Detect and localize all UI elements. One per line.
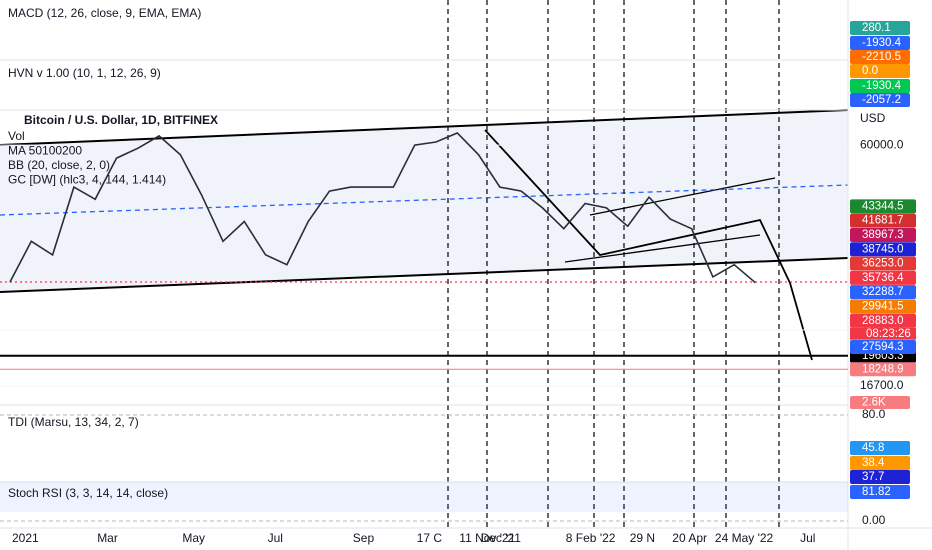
drawings [0, 0, 849, 528]
price-badge-label: 35736.4 [862, 272, 904, 284]
price-badge [850, 299, 916, 314]
x-tick-label: Mar [97, 531, 118, 545]
panel-badge-label: -1930.4 [862, 80, 902, 92]
x-tick-label: Jul [800, 531, 815, 545]
vertical-markers [447, 0, 780, 528]
panel-badge-label: 81.82 [862, 486, 891, 498]
panel-badge [850, 50, 910, 64]
price-badge [850, 313, 916, 328]
panel-badge-label: 0.0 [862, 65, 878, 77]
price-badge-label: 28883.0 [862, 315, 904, 327]
panel-badge [850, 441, 910, 455]
panel-tick-label: 0.00 [862, 513, 886, 527]
legend-line: MA 50100200 [8, 144, 82, 158]
panel-badge-label: -2210.5 [862, 51, 901, 63]
x-tick-label: Dec '21 [481, 531, 522, 545]
price-badge-label: 27594.3 [862, 341, 904, 353]
panel-badge-label: 280.1 [862, 22, 891, 34]
panel-badge-label: -1930.4 [862, 37, 902, 49]
projection-arrow [484, 129, 813, 361]
countdown-bg [850, 327, 916, 340]
x-tick-label: 8 Feb '22 [566, 531, 616, 545]
dashed-level [0, 184, 849, 216]
volume-badge [850, 396, 910, 409]
panel-title: Stoch RSI (3, 3, 14, 14, close) [8, 486, 168, 500]
panel-tick-label: 80.0 [862, 407, 886, 421]
panel-title: MACD (12, 26, close, 9, EMA, EMA) [8, 6, 201, 20]
x-tick-label: May [182, 531, 205, 545]
y-tick-label: 16700.0 [860, 378, 904, 392]
panel-badge-label: 45.8 [862, 442, 884, 454]
wedge-top [589, 177, 776, 216]
channel-top [0, 109, 849, 146]
panel-badge-label: 37.7 [862, 471, 884, 483]
level-badge-label: 18248.9 [862, 363, 904, 375]
wedge-bottom [564, 234, 761, 263]
countdown: 08:23:26 [866, 328, 911, 340]
panel-badge-label: 38.4 [862, 457, 885, 469]
price-badge [850, 242, 916, 257]
panel-badge [850, 21, 910, 35]
price-line [9, 132, 757, 284]
panel-badge [850, 36, 910, 50]
currency: USD [860, 111, 886, 125]
volume-badge-label: 2.6K [862, 397, 886, 409]
x-tick-label: Jul [268, 531, 283, 545]
panel-badge [850, 456, 910, 470]
price-badge [850, 199, 916, 214]
price-badge [850, 285, 916, 300]
price-badge [850, 340, 916, 355]
y-tick-label: 60000.0 [860, 137, 904, 151]
price-badge-label: 36253.0 [862, 258, 904, 270]
x-tick-label: 29 N [630, 531, 655, 545]
panel-badge [850, 470, 910, 484]
panel-badge [850, 93, 910, 107]
stoch-band [0, 482, 848, 512]
price-badge-label: 41681.7 [862, 215, 904, 227]
panel-title: TDI (Marsu, 13, 34, 2, 7) [8, 415, 139, 429]
price-badge [850, 256, 916, 271]
legend-line: BB (20, close, 2, 0) [8, 158, 110, 172]
x-tick-label: Sep [353, 531, 375, 545]
panel-badge [850, 64, 910, 78]
price-badge-label: 38967.3 [862, 229, 904, 241]
price-badge-label: 32288.7 [862, 286, 904, 298]
legend-line: GC [DW] (hlc3, 4, 144, 1.414) [8, 173, 166, 187]
x-tick-label: 20 Apr [672, 531, 707, 545]
chart-title: Bitcoin / U.S. Dollar, 1D, BITFINEX [24, 113, 218, 127]
price-badge [850, 213, 916, 228]
panel-badge [850, 485, 910, 499]
panel-badge-label: -2057.2 [862, 94, 901, 106]
price-badge [850, 227, 916, 242]
price-badge-label: 29941.5 [862, 300, 904, 312]
price-badge-label: 43344.5 [862, 200, 904, 212]
x-tick-label: 24 May '22 [715, 531, 774, 545]
x-tick-label: 2021 [12, 531, 39, 545]
legend-line: Vol [8, 129, 25, 143]
panel-badge [850, 79, 910, 93]
x-tick-label: 11 Nov '21 [459, 531, 515, 545]
level-badge [850, 362, 916, 377]
price-badge [850, 270, 916, 285]
panel-title: HVN v 1.00 (10, 1, 12, 26, 9) [8, 66, 161, 80]
x-tick-label: 17 C [417, 531, 443, 545]
price-badge-label: 38745.0 [862, 243, 904, 255]
